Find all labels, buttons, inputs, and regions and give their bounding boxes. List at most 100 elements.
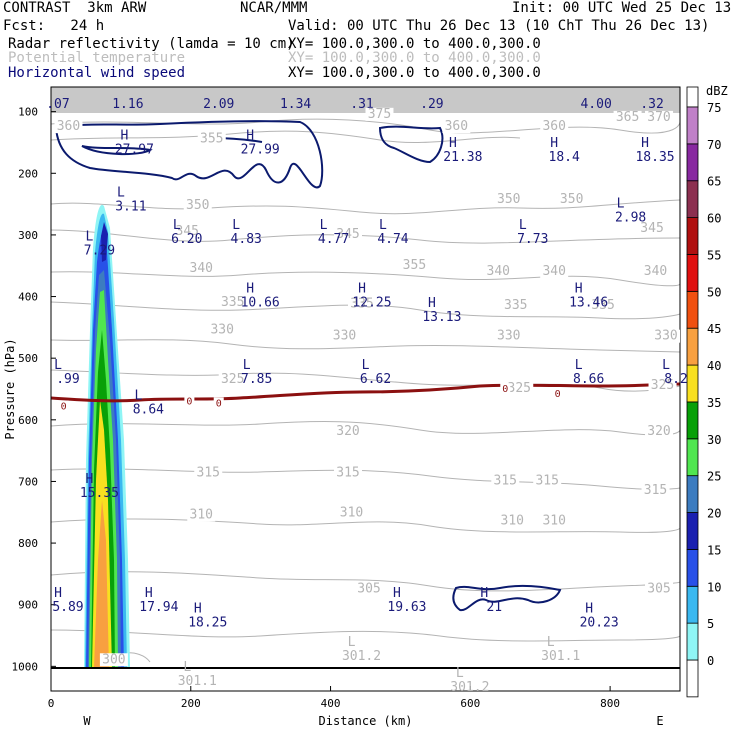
colorbar-swatch: [686, 622, 699, 661]
theta-line-302: [51, 629, 680, 642]
refl-core-dark: [101, 222, 108, 262]
top-band-label: .07: [46, 97, 69, 112]
theta-label-bg: [498, 514, 527, 528]
theta-label: 350: [186, 198, 209, 213]
theta-label: 325: [508, 381, 531, 396]
top-band-label: 4.00: [580, 97, 611, 112]
theta-line-350: [51, 199, 680, 215]
extremum-letter: L: [348, 635, 356, 650]
theta-label-bg: [501, 298, 530, 312]
freezing-label-bg: [184, 395, 195, 406]
theta-label: 310: [542, 514, 565, 529]
theta-label: 360: [57, 119, 80, 134]
theta-label: 335: [591, 298, 614, 313]
y-tick-label: 900: [18, 599, 38, 612]
theta-label-bg: [348, 297, 377, 311]
theta-label: 300: [102, 652, 125, 667]
theta-label-bg: [334, 228, 363, 241]
theta-line-310: [51, 518, 680, 533]
theta-label: 375: [368, 107, 391, 122]
theta-label: 370: [647, 110, 670, 125]
extremum-letter: H: [54, 586, 62, 601]
wind-jet-east: [378, 125, 444, 164]
theta-label: 315: [494, 474, 517, 489]
extremum-letter: L: [575, 358, 583, 373]
theta-label-bg: [641, 483, 670, 497]
extremum-value: 18.25: [188, 615, 227, 630]
theta-line-340: [51, 271, 680, 287]
extremum-value: 13.46: [569, 295, 608, 310]
theta-label: 315: [644, 483, 667, 498]
extremum-letter: L: [379, 218, 387, 233]
theta-label: 345: [176, 224, 199, 239]
top-band-label: .32: [640, 97, 663, 112]
colorbar-level-label: 25: [707, 470, 721, 484]
theta-label-bg: [491, 474, 520, 488]
y-tick-label: 300: [18, 229, 38, 242]
extremum-letter: L: [519, 218, 527, 233]
theta-label-bg: [540, 120, 569, 134]
extremum-letter: L: [54, 358, 62, 373]
x-tick-label: 0: [48, 697, 55, 710]
extremum-letter: L: [320, 218, 328, 233]
colorbar-level-label: 55: [707, 248, 721, 262]
theta-label: 315: [336, 466, 359, 481]
extremum-letter: L: [662, 358, 670, 373]
top-band-label: 2.09: [203, 97, 234, 112]
theta-line-355: [51, 130, 521, 143]
field-reflectivity-xy: XY= 100.0,300.0 to 400.0,300.0: [288, 36, 541, 52]
extremum-value: 21: [486, 600, 502, 615]
colorbar-level-label: 20: [707, 507, 721, 521]
init-time: Init: 00 UTC Wed 25 Dec 13: [512, 0, 732, 16]
extremum-letter: H: [480, 586, 488, 601]
extremum-letter: H: [194, 601, 202, 616]
colorbar-level-label: 0: [707, 654, 714, 668]
theta-line-325: [51, 369, 680, 392]
extremum-value: 8.66: [573, 372, 604, 387]
extremum-value: 27.97: [115, 143, 154, 158]
extremum-value: 27.99: [241, 143, 280, 158]
colorbar-swatch: [686, 364, 699, 403]
freezing-label: 0: [216, 398, 222, 409]
colorbar-title: dBZ: [706, 84, 728, 98]
theta-label: 340: [644, 264, 667, 279]
theta-label-bg: [638, 221, 667, 235]
x-tick-label: 800: [600, 697, 620, 710]
theta-label: 325: [221, 372, 244, 387]
top-band-label: 1.16: [112, 97, 143, 112]
y-tick-label: 800: [18, 537, 38, 550]
theta-label-bg: [337, 506, 366, 520]
colorbar-swatch: [686, 438, 699, 477]
extremum-value: 17.94: [139, 600, 178, 615]
theta-label-bg: [540, 514, 569, 528]
freezing-label-bg: [500, 383, 511, 394]
extremum-letter: H: [120, 129, 128, 144]
extremum-value: 19.63: [387, 600, 426, 615]
y-axis-title: Pressure (hPa): [3, 338, 17, 439]
extremum-letter: H: [246, 129, 254, 144]
theta-contours: [51, 118, 680, 669]
theta-line-330: [51, 339, 680, 353]
y-tick-label: 700: [18, 475, 38, 488]
extremum-value: 4.77: [318, 232, 349, 247]
extremum-value: 5.89: [52, 600, 83, 615]
field-wind: Horizontal wind speed: [8, 65, 186, 81]
theta-label-bg: [330, 329, 359, 343]
theta-label: 360: [542, 119, 565, 134]
theta-label-bg: [400, 258, 429, 272]
colorbar-cap: [686, 86, 699, 108]
extremum-value: 3.11: [115, 199, 146, 214]
extremum-value: .99: [56, 372, 79, 387]
plot-frame: [50, 86, 681, 692]
freezing-label-bg: [552, 388, 563, 399]
theta-label-bg: [99, 653, 128, 667]
theta-label-bg: [187, 261, 216, 275]
top-band-label: .29: [420, 97, 443, 112]
theta-label: 365: [616, 110, 639, 125]
theta-label-bg: [54, 120, 83, 134]
colorbar-swatch: [686, 180, 699, 219]
extremum-value: 20.23: [580, 615, 619, 630]
theta-label-bg: [589, 298, 618, 312]
theta-label-bg: [334, 425, 363, 439]
